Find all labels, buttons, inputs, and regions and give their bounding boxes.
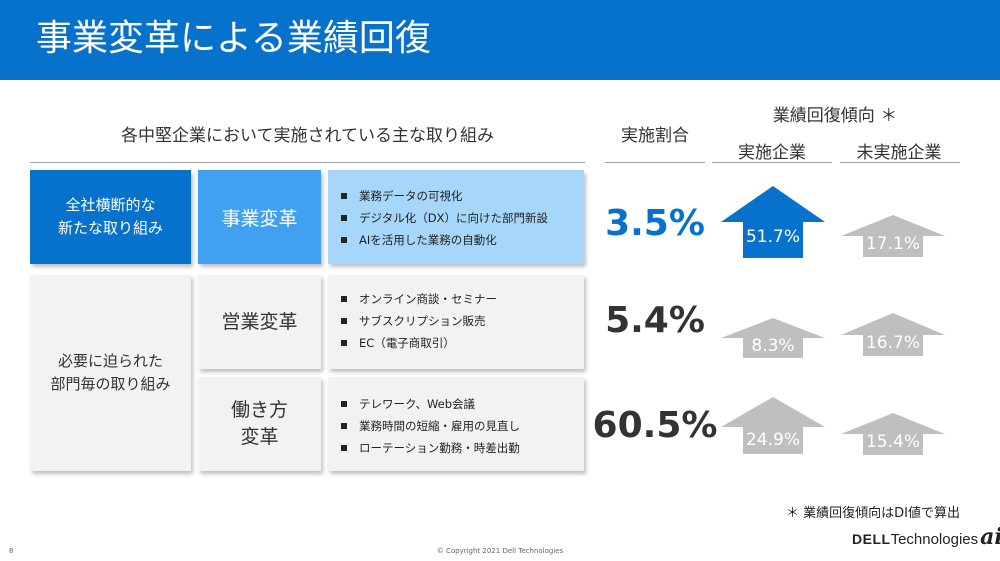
list-item: AIを活用した業務の自動化 xyxy=(337,229,548,251)
up-arrow-icon xyxy=(721,318,825,358)
ratio-header: 実施割合 xyxy=(621,126,689,146)
logo-dell: DELL xyxy=(852,531,891,547)
row-name-workstyle-transformation: 働き方 変革 xyxy=(198,377,321,471)
category-company-wide: 全社横断的な 新たな取り組み xyxy=(30,170,191,264)
footnote: ＊ 業績回復傾向はDI値で算出 xyxy=(786,506,960,521)
row-name-sales-transformation: 営業変革 xyxy=(198,275,321,369)
list-item: オンライン商談・セミナー xyxy=(337,288,497,310)
not-implemented-value-sales: 16.7% xyxy=(865,333,920,353)
title-bar: 事業変革による業績回復 xyxy=(0,0,1000,80)
bullet-list-workstyle: テレワーク、Web会議 業務時間の短縮・雇用の見直し ローテーション勤務・時差出… xyxy=(337,393,520,459)
row-name-business-transformation: 事業変革 xyxy=(198,170,321,264)
up-arrow-icon xyxy=(841,215,945,257)
logo-technologies: Technologies xyxy=(890,531,979,548)
up-arrow-icon xyxy=(841,313,945,356)
header-divider xyxy=(30,162,585,163)
category-department: 必要に迫られた 部門毎の取り組み xyxy=(30,275,191,471)
not-implemented-value-business: 17.1% xyxy=(865,234,920,254)
bullet-list-sales: オンライン商談・セミナー サブスクリプション販売 EC（電子商取引） xyxy=(337,288,497,354)
implemented-divider xyxy=(712,162,832,163)
initiatives-header: 各中堅企業において実施されている主な取り組み xyxy=(121,126,494,146)
ratio-divider xyxy=(605,162,705,163)
ratio-workstyle: 60.5% xyxy=(592,405,718,446)
list-item: サブスクリプション販売 xyxy=(337,310,497,332)
bullet-list-business: 業務データの可視化 デジタル化（DX）に向けた部門新設 AIを活用した業務の自動… xyxy=(337,185,548,251)
implemented-value-sales: 8.3% xyxy=(751,336,795,356)
dell-technologies-logo: DELLTechnologiesai xyxy=(852,524,1000,550)
logo-ai: ai xyxy=(980,524,1000,550)
up-arrow-icon xyxy=(721,397,825,454)
list-item: 業務時間の短縮・雇用の見直し xyxy=(337,415,520,437)
list-item: EC（電子商取引） xyxy=(337,332,497,354)
not-implemented-divider xyxy=(840,162,960,163)
trend-header: 業績回復傾向 ＊ xyxy=(772,106,898,126)
not-implemented-value-workstyle: 15.4% xyxy=(865,432,920,452)
page-number: 8 xyxy=(9,547,14,555)
not-implemented-header: 未実施企業 xyxy=(856,143,942,163)
copyright: © Copyright 2021 Dell Technologies xyxy=(436,547,564,555)
up-arrow-icon xyxy=(721,186,825,258)
list-item: ローテーション勤務・時差出勤 xyxy=(337,437,520,459)
implemented-value-business: 51.7% xyxy=(745,227,800,247)
implemented-header: 実施企業 xyxy=(738,143,806,163)
implemented-value-workstyle: 24.9% xyxy=(745,430,800,450)
slide-title: 事業変革による業績回復 xyxy=(36,18,431,59)
up-arrow-icon xyxy=(841,413,945,455)
ratio-sales: 5.4% xyxy=(605,300,705,341)
ratio-business: 3.5% xyxy=(605,203,705,244)
list-item: テレワーク、Web会議 xyxy=(337,393,520,415)
list-item: デジタル化（DX）に向けた部門新設 xyxy=(337,207,548,229)
list-item: 業務データの可視化 xyxy=(337,185,548,207)
